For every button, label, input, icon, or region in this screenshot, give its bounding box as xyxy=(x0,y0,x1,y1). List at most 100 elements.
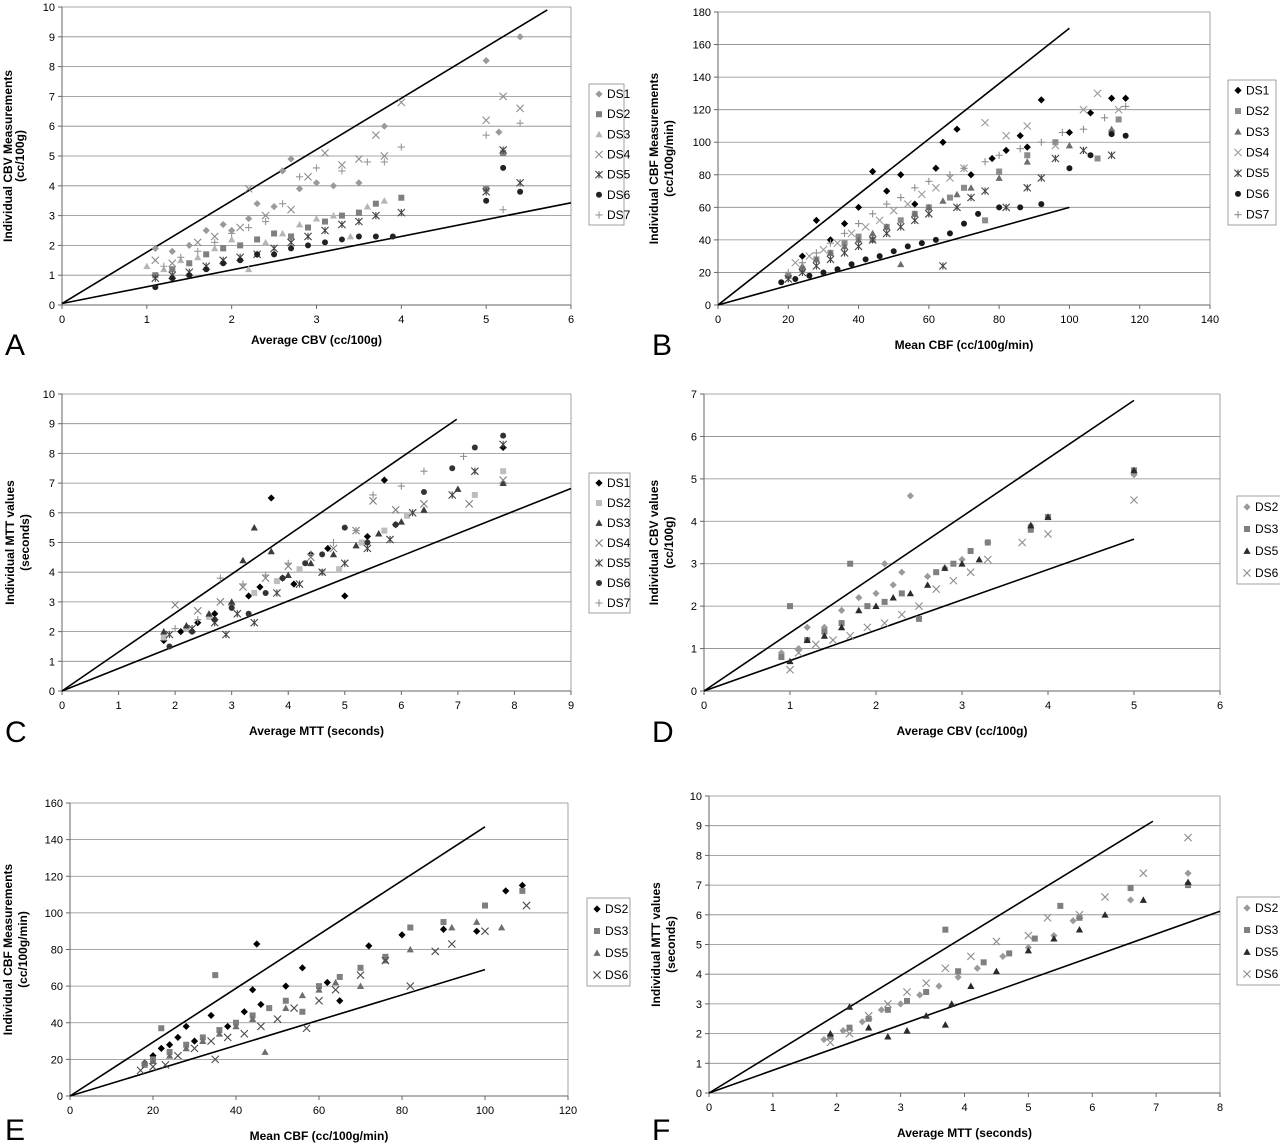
chart0-point xyxy=(482,131,490,139)
chart1-point xyxy=(897,171,905,179)
chart5-point xyxy=(1024,946,1032,954)
chart0-legend-marker xyxy=(595,150,603,159)
chart0-x-tick-label: 6 xyxy=(568,314,574,326)
chart4-x-tick-label: 120 xyxy=(559,1105,577,1117)
chart5-point xyxy=(1069,917,1077,925)
chart1-point xyxy=(840,248,849,257)
chart2-series-ds7 xyxy=(171,452,468,633)
chart4-x-tick-label: 60 xyxy=(313,1105,325,1117)
chart2-point xyxy=(216,574,224,582)
chart1-point xyxy=(960,164,968,172)
chart2-point xyxy=(307,550,315,558)
chart2-y-tick-label: 7 xyxy=(49,478,55,490)
chart5-point xyxy=(1185,882,1192,889)
chart2-series-ds6 xyxy=(166,432,507,650)
chart5-point xyxy=(1127,885,1134,892)
chart3-point xyxy=(1027,526,1034,533)
chart3-point xyxy=(924,581,932,588)
chart2-legend-label: DS2 xyxy=(607,496,631,510)
chart1-point xyxy=(1023,158,1031,165)
chart5-point xyxy=(845,1003,854,1010)
chart4-point xyxy=(136,1066,145,1075)
chart5-x-tick-label: 1 xyxy=(770,1102,776,1114)
chart2-x-tick-label: 8 xyxy=(511,700,517,712)
chart4-point xyxy=(174,1033,182,1041)
chart2-point xyxy=(222,630,230,639)
chart0-point xyxy=(220,260,227,267)
chart5-series-ds2 xyxy=(820,869,1192,1044)
chart0-point xyxy=(495,128,503,136)
chart4-point xyxy=(519,887,526,894)
chart2-legend xyxy=(588,472,631,614)
chart1-point xyxy=(981,187,990,196)
chart0-point xyxy=(355,179,363,187)
chart1-point xyxy=(1122,102,1130,111)
chart5-point xyxy=(877,1006,886,1014)
chart1-point xyxy=(932,164,940,172)
chart1-point xyxy=(834,266,841,273)
chart4-point xyxy=(149,1057,157,1065)
chart2-point xyxy=(256,583,264,591)
chart0-point xyxy=(278,200,287,208)
chart0-point xyxy=(288,245,295,252)
chart0-point xyxy=(254,236,261,243)
chart0-y-tick-label: 1 xyxy=(49,270,55,282)
panel-label-c: C xyxy=(5,716,27,749)
chart1-point xyxy=(918,240,925,247)
chart2-y-tick-label: 3 xyxy=(49,597,55,609)
chart1-legend-label: DS2 xyxy=(1246,104,1270,118)
chart3-point xyxy=(967,547,974,554)
chart2-x-axis-label: Average MTT (seconds) xyxy=(249,724,384,738)
chart1-point xyxy=(939,138,947,146)
chart1-point xyxy=(883,187,891,195)
chart1-point xyxy=(826,255,835,264)
chart5-point xyxy=(897,1000,905,1008)
chart4-point xyxy=(253,940,261,948)
chart4-legend-marker xyxy=(593,949,601,956)
chart3-point xyxy=(906,492,914,500)
chart5-point xyxy=(922,979,931,988)
chart1-y-axis-label-units: (cc/100g/min) xyxy=(662,120,676,197)
chart5-y-tick-label: 7 xyxy=(696,880,702,892)
chart1-point xyxy=(911,210,919,217)
chart1-point xyxy=(1122,132,1129,139)
chart3-series-ds5 xyxy=(786,466,1138,665)
chart0-point xyxy=(380,152,389,160)
chart3-legend-marker xyxy=(1243,547,1251,554)
chart5-point xyxy=(942,926,949,933)
chart4-legend-label: DS2 xyxy=(605,902,629,916)
chart2-y-tick-label: 1 xyxy=(49,656,55,668)
panel-label-d: D xyxy=(652,716,674,749)
chart3-y-tick-label: 7 xyxy=(691,389,697,401)
chart2-point xyxy=(194,616,202,624)
chart0-point xyxy=(244,184,253,193)
chart1-point xyxy=(854,203,863,211)
chart5-point xyxy=(992,967,1001,975)
chart0-y-tick-label: 4 xyxy=(49,181,55,193)
chart5-y-tick-label: 10 xyxy=(690,791,702,803)
chart4-point xyxy=(182,1044,190,1052)
chart4-point xyxy=(518,881,526,890)
chart5-point xyxy=(1126,896,1135,904)
chart1-legend xyxy=(1227,79,1277,226)
chart3-point xyxy=(933,569,940,576)
chart4-point xyxy=(381,956,390,965)
chart4-point xyxy=(282,1004,290,1011)
chart1-point xyxy=(1065,128,1074,137)
chart3-point xyxy=(838,606,846,614)
chart4-point xyxy=(190,1037,199,1045)
chart2-series-ds4 xyxy=(171,476,508,615)
chart2-point xyxy=(183,625,190,632)
chart3-y-tick-label: 2 xyxy=(691,601,697,613)
chart0-point xyxy=(253,200,261,208)
chart5-point xyxy=(1101,892,1110,901)
chart0-legend-label: DS7 xyxy=(607,208,631,222)
chart4-point xyxy=(406,982,415,991)
chart0-y-axis-label-units: (cc/100g) xyxy=(13,130,27,182)
chart1-point xyxy=(903,200,912,209)
chart2-point xyxy=(206,613,213,620)
chart0-point xyxy=(287,205,296,214)
chart0-bound-line xyxy=(61,202,572,305)
chart0-point xyxy=(482,116,491,125)
